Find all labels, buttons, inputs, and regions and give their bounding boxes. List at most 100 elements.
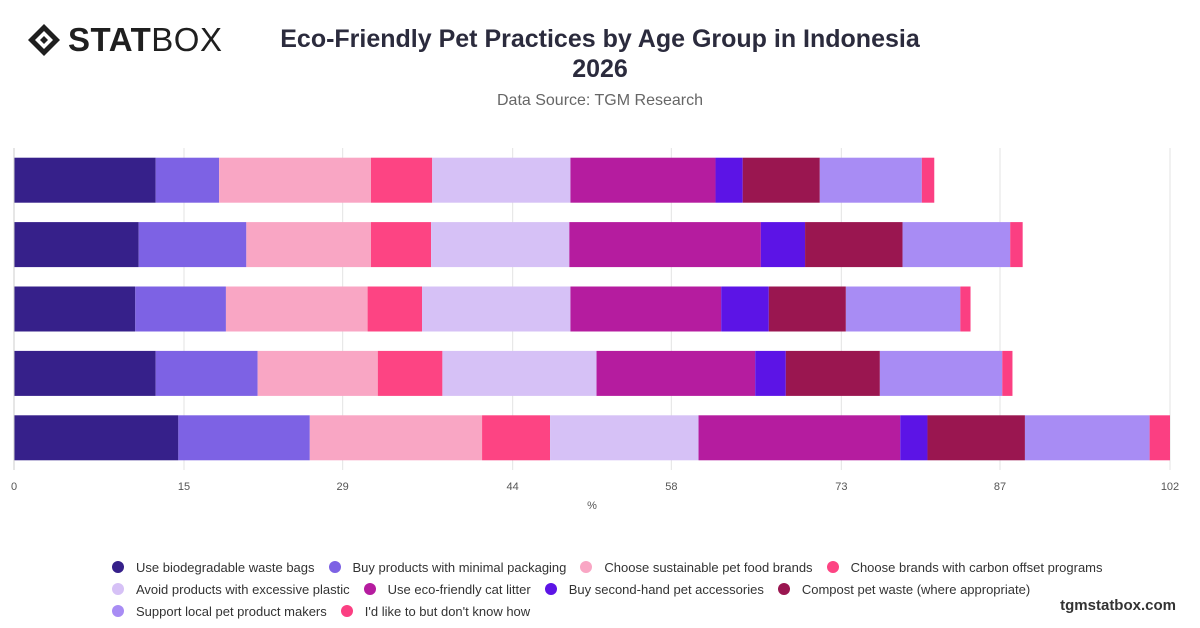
legend-swatch (328, 561, 341, 573)
bar-segment (819, 157, 922, 203)
legend-swatch (777, 583, 790, 595)
bar-segment (927, 415, 1025, 461)
legend-swatch (112, 583, 124, 595)
bar-segment (367, 286, 422, 332)
bar-segment (14, 222, 139, 268)
bar-segment (569, 222, 761, 268)
chart-legend: Use biodegradable waste bags Buy product… (112, 556, 1112, 622)
x-tick-label: 58 (665, 481, 677, 493)
bar-segment (550, 415, 699, 461)
legend-row: Support local pet product makers I'd lik… (112, 600, 1112, 622)
legend-item[interactable]: Buy second-hand pet accessories (544, 581, 764, 597)
statbox-diamond-icon (28, 24, 60, 56)
bar-segment (715, 157, 743, 203)
legend-label: Choose sustainable pet food brands (604, 559, 813, 575)
legend-item[interactable]: Buy products with minimal packaging (328, 559, 567, 575)
chart-title-line2: 2026 (572, 55, 628, 83)
legend-swatch (112, 561, 124, 573)
bar-segment (805, 222, 903, 268)
x-tick-label: 73 (835, 481, 847, 493)
legend-label: Choose brands with carbon offset program… (850, 559, 1103, 575)
bar-segment (178, 415, 310, 461)
bar-segment (755, 350, 786, 396)
bar-segment (570, 286, 722, 332)
legend-label: Buy products with minimal packaging (352, 559, 567, 575)
chart-title-line1: Eco-Friendly Pet Practices by Age Group … (280, 25, 920, 53)
bar-segment (879, 350, 1003, 396)
bar-segment (698, 415, 901, 461)
bar-segment (768, 286, 846, 332)
legend-swatch (826, 561, 839, 573)
bar-segment (219, 157, 371, 203)
bar-segment (135, 286, 226, 332)
bar-segment (570, 157, 716, 203)
chart-subtitle: Data Source: TGM Research (496, 92, 703, 109)
bar-segment (902, 222, 1011, 268)
legend-label: Avoid products with excessive plastic (136, 581, 350, 597)
bar-segment (14, 415, 179, 461)
bar-segment (14, 286, 136, 332)
legend-label: I'd like to but don't know how (364, 603, 531, 619)
legend-item[interactable]: Choose sustainable pet food brands (580, 559, 813, 575)
x-tick-label: 44 (507, 481, 519, 493)
legend-row: Use biodegradable waste bags Buy product… (112, 556, 1112, 578)
legend-swatch (340, 605, 353, 617)
bar-segment (155, 157, 220, 203)
bar-segment (721, 286, 769, 332)
bar-segment (225, 286, 368, 332)
x-tick-label: 29 (337, 481, 349, 493)
legend-item[interactable]: Choose brands with carbon offset program… (826, 559, 1103, 575)
statbox-logo: STATBOX (26, 22, 222, 58)
bar-segment (1002, 350, 1013, 396)
legend-item[interactable]: Avoid products with excessive plastic (112, 582, 350, 597)
legend-item[interactable]: I'd like to but don't know how (340, 603, 531, 619)
legend-swatch (580, 561, 593, 573)
bar-segment (309, 415, 483, 461)
chart-title: Eco-Friendly Pet Practices by Age Group … (250, 24, 950, 84)
legend-label: Support local pet product makers (136, 603, 327, 619)
legend-swatch (112, 605, 124, 617)
bar-segment (960, 286, 971, 332)
x-tick-label: 87 (994, 481, 1006, 493)
bar-segment (1010, 222, 1023, 268)
bar-segment (257, 350, 378, 396)
bar-segment (155, 350, 258, 396)
legend-swatch (363, 583, 376, 595)
brand-name: STATBOX (68, 22, 222, 58)
x-tick-label: 102 (1161, 481, 1179, 493)
bar-segment (14, 350, 156, 396)
bar-segment (921, 157, 935, 203)
x-axis-label: % (587, 500, 597, 512)
legend-item[interactable]: Support local pet product makers (112, 604, 327, 619)
brand-name-bold: STAT (68, 21, 152, 58)
bar-segment (432, 157, 571, 203)
legend-label: Use biodegradable waste bags (136, 559, 315, 575)
bar-segment (785, 350, 880, 396)
legend-item[interactable]: Use eco-friendly cat litter (363, 581, 531, 597)
bar-segment (377, 350, 443, 396)
legend-row: Avoid products with excessive plastic Us… (112, 578, 1112, 600)
bar-segment (596, 350, 756, 396)
bar-segment (246, 222, 371, 268)
x-tick-label: 0 (11, 481, 17, 493)
bar-segment (138, 222, 247, 268)
bar-segment (760, 222, 806, 268)
legend-item[interactable]: Compost pet waste (where appropriate) (777, 581, 1031, 597)
bar-segment (371, 157, 433, 203)
bar-segment (482, 415, 551, 461)
brand-name-light: BOX (151, 21, 223, 58)
legend-label: Use eco-friendly cat litter (387, 581, 531, 597)
legend-label: Compost pet waste (where appropriate) (801, 581, 1031, 597)
bar-segment (422, 286, 571, 332)
bar-segment (742, 157, 820, 203)
legend-item[interactable]: Use biodegradable waste bags (112, 560, 315, 575)
bar-segment (371, 222, 432, 268)
bar-segment (431, 222, 570, 268)
bar-segment (900, 415, 928, 461)
stacked-bar-chart: 0 15 29 44 58 73 87 102% (11, 148, 1179, 512)
footer-site-link[interactable]: tgmstatbox.com (1060, 597, 1176, 614)
bar-segment (845, 286, 961, 332)
legend-label: Buy second-hand pet accessories (568, 581, 764, 597)
x-tick-label: 15 (178, 481, 190, 493)
legend-swatch (544, 583, 557, 595)
